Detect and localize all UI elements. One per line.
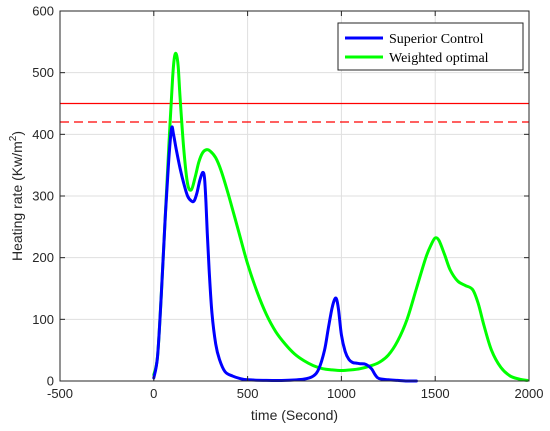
y-tick-label: 100 (32, 312, 54, 327)
y-axis-label: Heating rate (Kw/m2) (8, 131, 25, 261)
y-axis-label-main: Heating rate (Kw/m (9, 141, 25, 261)
y-tick-label: 500 (32, 65, 54, 80)
grid-lines (59, 10, 530, 382)
series-line-superior-control (152, 125, 418, 383)
series-lines (152, 51, 529, 383)
y-axis-label-end: ) (9, 131, 25, 136)
x-tick-label: 500 (237, 386, 259, 401)
y-tick-label: 300 (32, 189, 54, 204)
y-tick-label: 200 (32, 250, 54, 265)
y-tick-label: 600 (32, 4, 54, 19)
legend-box (337, 22, 524, 71)
y-tick-labels: 0 100 200 300 400 500 600 (32, 4, 54, 389)
x-tick-labels: -500 0 500 1000 1500 2000 (47, 386, 543, 401)
reference-lines (60, 102, 529, 123)
legend-label-weighted-optimal: Weighted optimal (389, 51, 489, 66)
x-tick-label: 2000 (515, 386, 544, 401)
x-tick-label: 0 (150, 386, 157, 401)
x-tick-label: 1000 (327, 386, 356, 401)
axis-ticks (59, 10, 530, 382)
x-axis-label: time (Second) (251, 407, 338, 423)
y-axis-label-superscript: 2 (8, 135, 19, 141)
x-tick-label: 1500 (421, 386, 450, 401)
legend-label-superior-control: Superior Control (389, 32, 484, 47)
series-line-weighted-optimal (152, 51, 529, 382)
x-tick-label: -500 (47, 386, 73, 401)
legend: Superior Control Weighted optimal (337, 22, 524, 71)
y-tick-label: 0 (47, 374, 54, 389)
y-tick-label: 400 (32, 127, 54, 142)
